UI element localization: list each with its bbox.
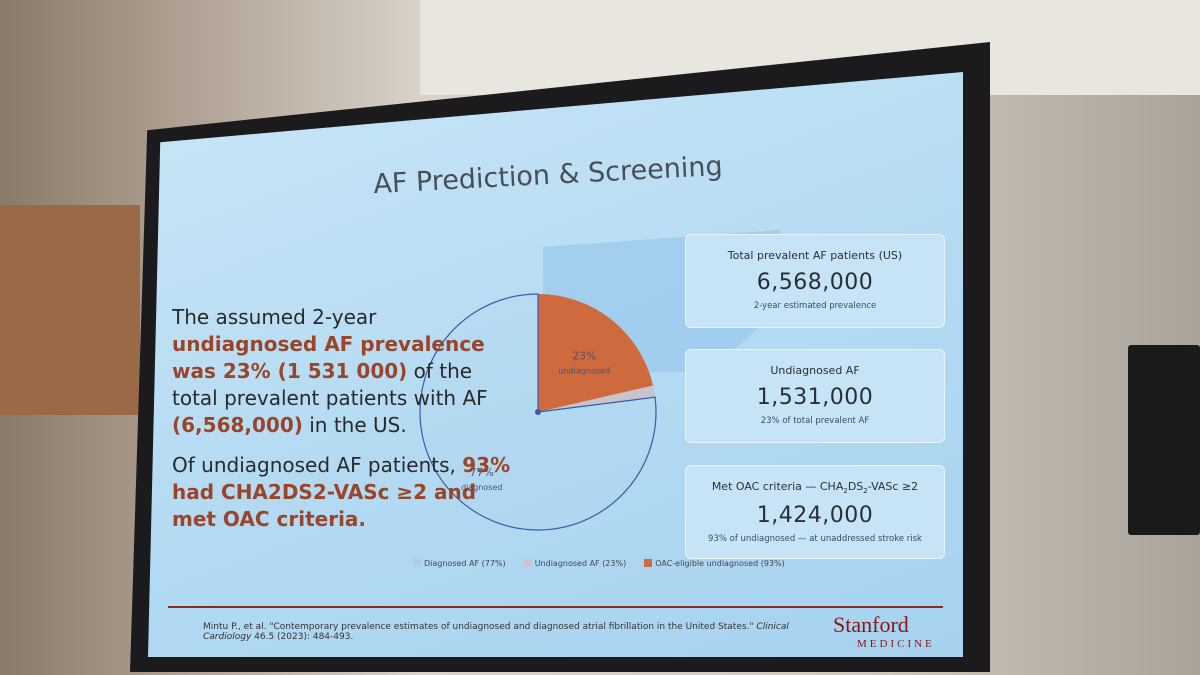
- legend-label: OAC-eligible undiagnosed (93%): [655, 559, 785, 568]
- text: Met OAC criteria — CHA: [711, 480, 844, 493]
- card-value: 6,568,000: [756, 270, 874, 295]
- card-label: Met OAC criteria — CHA2DS2-VASc ≥2: [686, 480, 944, 495]
- stat-card: Total prevalent AF patients (US) 6,568,00…: [685, 234, 945, 328]
- slice-label: 23%: [572, 349, 596, 362]
- slice-caption: diagnosed: [461, 483, 502, 492]
- legend: Diagnosed AF (77%) Undiagnosed AF (23%) OA…: [413, 559, 785, 568]
- card-note: 2-year estimated prevalence: [753, 301, 877, 311]
- slide: 23% undiagnosed 77% diagnosed AF Prediction…: [148, 72, 963, 657]
- logo-sub: MEDICINE: [857, 638, 935, 650]
- slice-label: 77%: [470, 466, 494, 479]
- card-note: 23% of total prevalent AF: [760, 416, 870, 426]
- text: in the US.: [302, 413, 407, 437]
- pie: 23% undiagnosed 77% diagnosed: [419, 293, 657, 531]
- subscript: 2: [863, 487, 868, 496]
- card-label: Undiagnosed AF: [770, 364, 860, 377]
- text: Of undiagnosed AF patients,: [172, 453, 463, 477]
- legend-item: Diagnosed AF (77%): [413, 559, 506, 568]
- legend-item: OAC-eligible undiagnosed (93%): [644, 559, 785, 568]
- citation: Mintu P., et al. "Contemporary prevalenc…: [203, 622, 823, 642]
- text: The assumed 2-year: [172, 305, 377, 329]
- highlight: 93% had CHA2DS2-VASc ≥2 and met OAC crit…: [172, 453, 511, 531]
- legend-label: Undiagnosed AF (23%): [534, 559, 627, 568]
- card-value: 1,531,000: [756, 385, 874, 410]
- card-label: Total prevalent AF patients (US): [727, 249, 903, 262]
- text: 46.5 (2023): 484-493.: [251, 632, 354, 642]
- card-note: 93% of undiagnosed — at unaddressed stro…: [708, 534, 922, 545]
- legend-item: Undiagnosed AF (23%): [523, 559, 627, 568]
- journal: Clinical Cardiology: [203, 622, 789, 642]
- legend-swatch: [523, 559, 532, 567]
- text: Mintu P., et al. "Contemporary prevalenc…: [203, 622, 757, 632]
- paragraph: The assumed 2-year undiagnosed AF preval…: [172, 304, 512, 439]
- pie-center: [535, 409, 541, 415]
- speaker: [1128, 345, 1200, 535]
- stat-card: Undiagnosed AF 1,531,000 23% of total prev…: [685, 349, 945, 443]
- legend-swatch: [413, 559, 421, 567]
- card-value: 1,424,000: [756, 503, 874, 529]
- logo: Stanford MEDICINE: [833, 612, 935, 650]
- slice-caption: undiagnosed: [559, 366, 611, 375]
- paragraph: Of undiagnosed AF patients, 93% had CHA2…: [172, 452, 512, 533]
- footer-rule: [168, 606, 943, 608]
- pie-chart: 23% undiagnosed 77% diagnosed: [419, 230, 780, 531]
- legend-label: Diagnosed AF (77%): [424, 559, 506, 568]
- oac-slice: [538, 294, 653, 412]
- highlight: undiagnosed AF prevalence was 23% (1 531…: [172, 332, 485, 383]
- highlight: (6,568,000): [172, 413, 303, 437]
- text: DS: [847, 480, 864, 493]
- logo-name: Stanford: [833, 612, 909, 637]
- stat-card: Met OAC criteria — CHA2DS2-VASc ≥2 1,424,…: [685, 465, 945, 559]
- text: of the total prevalent patients with AF: [172, 359, 488, 410]
- wall-panel: [0, 205, 140, 415]
- text: -VASc ≥2: [867, 480, 919, 493]
- legend-swatch: [644, 559, 653, 567]
- subscript: 2: [843, 487, 848, 496]
